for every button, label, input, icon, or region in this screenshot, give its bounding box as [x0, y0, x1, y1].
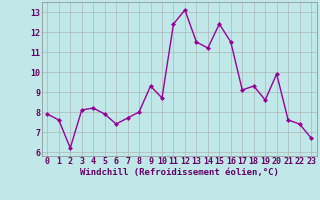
X-axis label: Windchill (Refroidissement éolien,°C): Windchill (Refroidissement éolien,°C)	[80, 168, 279, 177]
